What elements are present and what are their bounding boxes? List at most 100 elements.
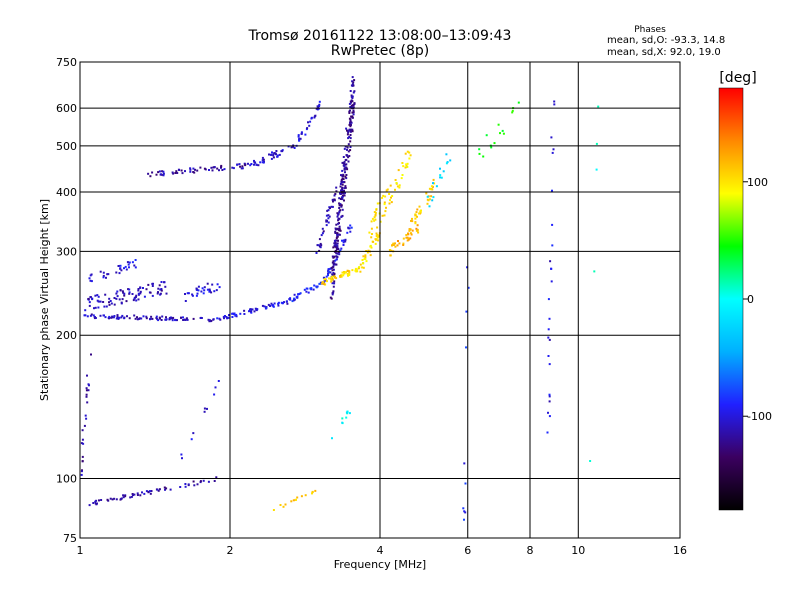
data-point — [128, 288, 131, 291]
data-point — [104, 316, 107, 319]
data-point — [369, 245, 372, 248]
data-point — [115, 271, 118, 274]
data-point — [255, 308, 258, 311]
data-point — [432, 196, 435, 199]
data-point — [160, 288, 163, 290]
data-point — [425, 192, 428, 195]
data-point — [388, 202, 391, 205]
data-point — [177, 168, 180, 171]
data-point — [548, 400, 551, 403]
data-point — [120, 497, 123, 500]
data-point — [203, 286, 206, 289]
data-point — [87, 297, 90, 300]
data-point — [315, 107, 318, 110]
data-point — [110, 316, 113, 319]
data-point — [338, 225, 341, 228]
data-point — [161, 170, 164, 173]
data-point — [369, 254, 372, 257]
data-point — [463, 462, 466, 465]
data-point — [127, 288, 130, 291]
data-point — [343, 189, 345, 192]
data-point — [84, 309, 87, 312]
data-point — [349, 146, 352, 148]
data-point — [137, 293, 140, 296]
data-point — [384, 195, 387, 198]
data-point — [151, 171, 154, 174]
data-point — [341, 188, 344, 191]
data-point — [347, 137, 350, 140]
data-point — [298, 139, 301, 142]
data-point — [169, 317, 172, 320]
data-point — [341, 214, 344, 217]
data-point — [272, 154, 275, 157]
data-point — [343, 165, 346, 168]
plot-grid — [80, 62, 680, 538]
data-point — [445, 162, 448, 165]
data-point — [548, 338, 551, 341]
data-point — [221, 169, 224, 171]
data-point — [249, 164, 252, 167]
data-point — [383, 201, 386, 204]
data-point — [131, 293, 134, 295]
data-point — [150, 315, 153, 318]
data-point — [94, 500, 97, 503]
y-tick-label: 100 — [56, 473, 77, 486]
data-point — [331, 273, 334, 276]
data-point — [123, 317, 126, 320]
data-point — [383, 214, 386, 217]
data-point — [162, 174, 165, 177]
data-point — [373, 219, 376, 222]
data-point — [231, 166, 234, 169]
data-point — [364, 256, 367, 258]
data-point — [440, 176, 443, 179]
scatter-points — [80, 76, 600, 521]
data-point — [397, 169, 400, 172]
data-point — [344, 191, 346, 194]
data-point — [336, 233, 339, 236]
data-point — [273, 302, 276, 305]
data-point — [329, 271, 332, 274]
data-point — [206, 282, 209, 285]
data-point — [321, 232, 324, 235]
y-tick-label: 200 — [56, 329, 77, 342]
data-point — [467, 286, 470, 289]
data-point — [342, 192, 345, 195]
data-point — [345, 416, 348, 419]
data-point — [289, 297, 292, 300]
data-point — [344, 186, 347, 189]
data-point — [395, 182, 398, 184]
data-point — [595, 168, 598, 171]
data-point — [344, 145, 347, 148]
y-tick-label: 75 — [63, 532, 77, 545]
data-point — [119, 289, 122, 292]
data-point — [414, 217, 417, 220]
data-point — [345, 158, 348, 161]
data-point — [341, 417, 344, 420]
data-point — [307, 121, 309, 124]
data-point — [303, 288, 306, 291]
data-point — [350, 101, 353, 104]
data-point — [117, 265, 120, 267]
data-point — [351, 111, 354, 114]
data-point — [415, 227, 418, 230]
data-point — [462, 507, 465, 510]
data-point — [337, 239, 339, 242]
data-point — [171, 319, 174, 322]
data-point — [265, 306, 268, 309]
data-point — [317, 244, 320, 247]
data-point — [389, 199, 391, 202]
data-point — [385, 189, 388, 192]
data-point — [352, 84, 355, 87]
data-point — [370, 227, 373, 230]
data-point — [83, 424, 86, 427]
data-point — [351, 80, 354, 83]
data-point — [416, 215, 418, 218]
data-point — [203, 289, 206, 292]
data-point — [408, 151, 411, 154]
data-point — [113, 303, 116, 306]
data-point — [181, 457, 183, 460]
data-point — [299, 292, 302, 295]
data-point — [134, 317, 137, 320]
data-point — [371, 217, 374, 220]
data-point — [124, 495, 127, 498]
